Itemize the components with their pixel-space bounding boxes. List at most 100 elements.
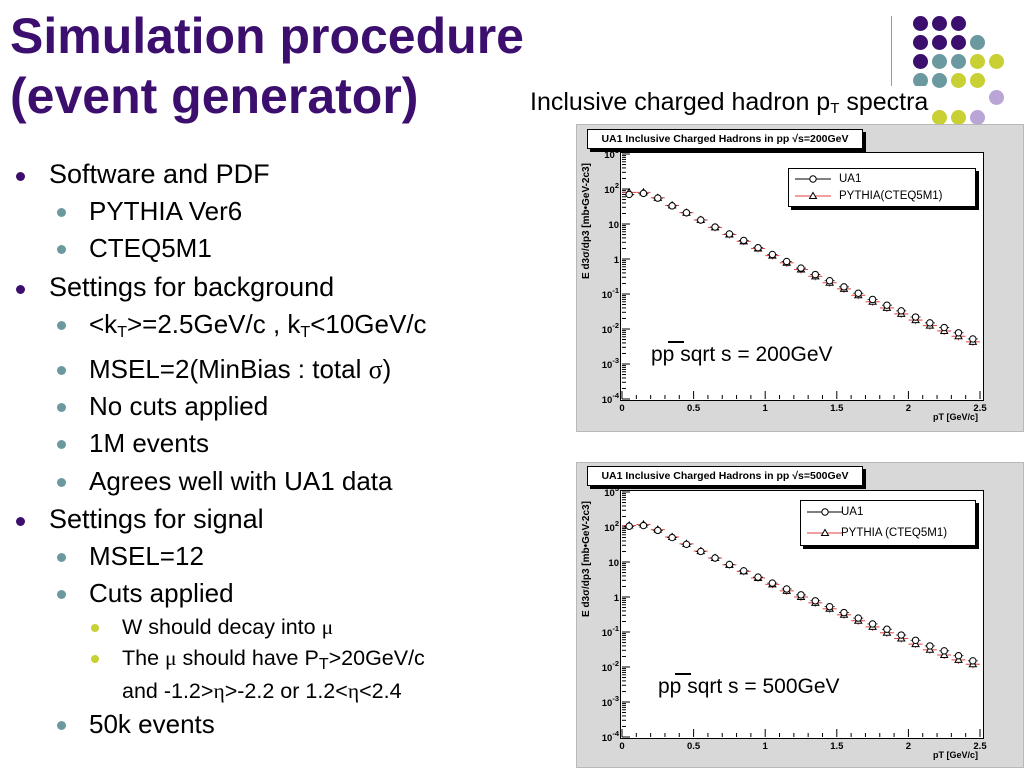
mu-text-c: >20GeV/c xyxy=(328,645,425,670)
legend-label: PYTHIA (CTEQ5M1) xyxy=(841,527,948,539)
chart-legend: UA1 PYTHIA (CTEQ5M1) xyxy=(800,500,976,546)
x-tick-label: 1 xyxy=(763,403,769,414)
decor-dot xyxy=(932,35,947,50)
y-tick-exponent: -4 xyxy=(612,729,619,738)
ua1-point xyxy=(625,190,633,199)
ua1-point xyxy=(969,335,977,343)
bullet-mu-cuts: The μ should have PT>20GeV/c and -1.2>η>-… xyxy=(10,645,427,704)
legend-label: UA1 xyxy=(841,506,864,518)
legend-item-pythia: PYTHIA (CTEQ5M1) xyxy=(801,524,975,542)
bullet-text: MSEL=12 xyxy=(89,541,204,572)
kt-text-c: <10GeV/c xyxy=(310,308,427,339)
bullet-marker xyxy=(57,720,66,730)
decor-dot xyxy=(970,73,985,88)
plot-svg: 10-4 10-3 10-2 10-1 1 10 102 103 0 0.5 1 1.5 2 2.5 xyxy=(602,484,988,752)
y-tick-exponent: 3 xyxy=(615,484,619,493)
bullet-marker xyxy=(91,654,99,663)
eta-text-a: and -1.2> xyxy=(122,678,214,703)
x-axis-label: pT [GeV/c] xyxy=(933,750,979,760)
triangle-marker-icon xyxy=(807,528,843,536)
ua1-point xyxy=(811,270,820,279)
decor-dot xyxy=(989,90,1004,105)
title-line-1: Simulation procedure xyxy=(10,8,524,64)
ua1-point xyxy=(711,554,719,562)
bullet-marker xyxy=(16,284,25,294)
title-line-2: (event generator) xyxy=(10,68,419,124)
ua1-point xyxy=(711,223,719,231)
bullet-msel12: MSEL=12 xyxy=(10,538,427,575)
ua1-point xyxy=(682,209,691,217)
bullet-text: PYTHIA Ver6 xyxy=(89,196,243,226)
bullet-marker xyxy=(16,517,25,527)
ua1-point xyxy=(911,636,920,644)
circle-marker-icon xyxy=(807,508,843,516)
ua1-point xyxy=(754,244,762,252)
energy-label-text: pp sqrt s = 200GeV xyxy=(651,343,833,366)
chart-title: UA1 Inclusive Charged Hadrons in pp √s=2… xyxy=(587,129,863,149)
ua1-point xyxy=(854,614,862,622)
bullet-text: Settings for background xyxy=(49,271,335,302)
bullet-50k-events: 50k events xyxy=(10,706,427,743)
bullet-marker xyxy=(57,477,66,487)
x-tick-label: 2 xyxy=(906,741,911,752)
decor-dot xyxy=(970,110,985,125)
decor-dot xyxy=(932,54,947,69)
ua1-point xyxy=(768,250,777,259)
y-tick-exponent: -3 xyxy=(612,694,619,703)
y-tick-exponent: -3 xyxy=(612,356,619,365)
ua1-point xyxy=(697,547,705,556)
bullet-text: Cuts applied xyxy=(89,578,234,609)
bullet-msel2: MSEL=2(MinBias : total σ) xyxy=(10,351,427,388)
legend-label: PYTHIA(CTEQ5M1) xyxy=(839,190,943,202)
y-tick-label: 10 xyxy=(608,220,619,231)
ua1-point xyxy=(840,608,848,617)
y-tick-label: 10-2 xyxy=(602,321,619,336)
x-tick-label: 1 xyxy=(763,741,769,752)
bullet-text: No cuts applied xyxy=(89,391,269,422)
mu-symbol: μ xyxy=(165,645,177,670)
x-tick-label: 2.5 xyxy=(973,403,987,414)
ua1-point xyxy=(926,642,934,650)
y-tick-label: 102 xyxy=(604,181,619,196)
bullet-1m-events: 1M events xyxy=(10,425,427,462)
y-tick-label: 10-4 xyxy=(602,729,620,744)
y-tick-label: 10-3 xyxy=(602,694,619,709)
ua1-point xyxy=(668,533,676,542)
bullet-kt-range: <kT>=2.5GeV/c , kT<10GeV/c xyxy=(10,306,427,351)
mu-text-a: The xyxy=(122,645,166,670)
y-tick-label: 10-4 xyxy=(602,391,620,406)
triangle-marker-icon xyxy=(795,191,831,199)
subtitle-suffix: spectra xyxy=(839,88,929,116)
spectra-subtitle: Inclusive charged hadron pT spectra xyxy=(530,86,931,125)
ua1-point xyxy=(940,647,948,655)
page-title: Simulation procedure (event generator) xyxy=(10,6,524,126)
overline-mark xyxy=(675,673,691,675)
decor-dot xyxy=(951,35,966,50)
decor-dot xyxy=(970,54,985,69)
y-tick-label: 102 xyxy=(604,519,619,534)
legend-label: UA1 xyxy=(839,173,862,185)
legend-item-ua1: UA1 xyxy=(789,170,975,188)
y-tick-exponent: -1 xyxy=(612,624,619,633)
y-tick-exponent: 3 xyxy=(615,146,619,155)
ua1-point xyxy=(782,257,791,266)
bullet-background-settings: Settings for background xyxy=(10,268,427,306)
eta-symbol: η xyxy=(347,678,360,703)
legend-item-ua1: UA1 xyxy=(801,503,975,521)
decor-dot xyxy=(951,110,966,125)
ua1-point xyxy=(868,295,877,304)
bullet-text: 50k events xyxy=(89,708,215,739)
bullet-marker xyxy=(57,320,66,330)
ua1-point xyxy=(840,283,848,291)
ua1-point xyxy=(926,319,934,327)
eta-text-c: <2.4 xyxy=(359,678,402,703)
decor-dot xyxy=(989,54,1004,69)
decor-dot xyxy=(913,35,928,50)
ua1-point xyxy=(825,602,834,611)
y-axis-label: E d3σ/dp3 [mb•GeV-2c3] xyxy=(581,501,592,617)
x-tick-label: 0 xyxy=(619,403,624,414)
x-tick-label: 0.5 xyxy=(687,741,701,752)
decor-dot xyxy=(913,16,928,31)
bullet-cteq: CTEQ5M1 xyxy=(10,230,427,267)
subtitle-text: Inclusive charged hadron p xyxy=(530,88,831,116)
